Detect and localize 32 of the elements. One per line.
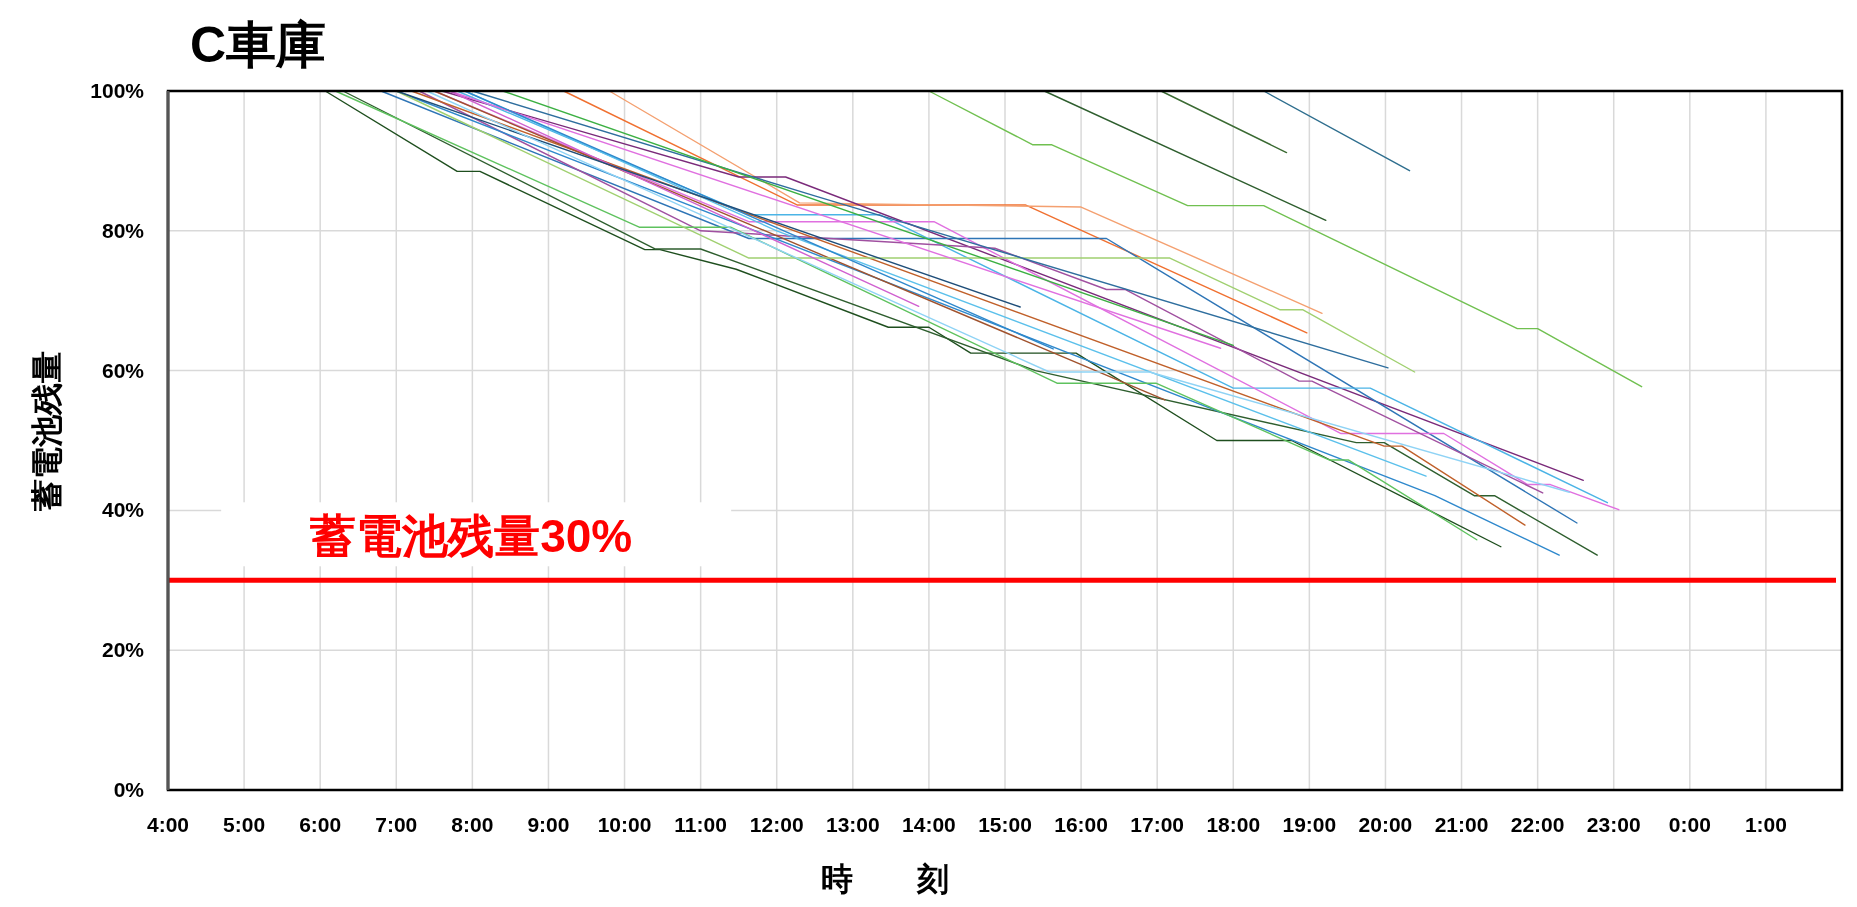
y-axis-title: 蓄電池残量	[29, 350, 65, 512]
y-tick-label: 20%	[101, 638, 145, 662]
x-tick-label: 23:00	[1586, 813, 1641, 836]
y-tick-label: 100%	[90, 79, 145, 102]
chart-title: C車庫	[190, 17, 327, 73]
x-tick-label: 17:00	[1130, 813, 1185, 836]
x-axis-title: 時 刻	[821, 861, 949, 897]
x-tick-label: 10:00	[597, 813, 652, 836]
x-tick-label: 22:00	[1510, 813, 1565, 836]
x-tick-label: 20:00	[1358, 813, 1413, 836]
x-tick-label: 6:00	[299, 813, 342, 836]
x-tick-label: 0:00	[1668, 813, 1711, 836]
x-tick-label: 16:00	[1054, 813, 1108, 836]
x-tick-label: 18:00	[1206, 813, 1261, 836]
x-tick-label: 14:00	[902, 813, 956, 836]
y-tick-label: 80%	[101, 218, 145, 242]
x-tick-label: 5:00	[223, 813, 266, 836]
x-tick-label: 12:00	[749, 813, 804, 836]
y-tick-label: 60%	[101, 358, 145, 382]
x-tick-label: 8:00	[451, 813, 494, 836]
x-tick-label: 7:00	[375, 813, 418, 836]
x-tick-label: 19:00	[1282, 813, 1337, 836]
x-tick-label: 4:00	[146, 813, 190, 836]
x-tick-label: 1:00	[1744, 813, 1787, 836]
y-tick-label: 0%	[113, 778, 145, 801]
x-tick-label: 9:00	[527, 813, 570, 836]
x-tick-label: 21:00	[1434, 813, 1489, 836]
y-tick-label: 40%	[101, 498, 145, 522]
ref-line-label: 蓄電池残量30%	[310, 510, 633, 563]
x-tick-label: 11:00	[674, 813, 727, 836]
x-tick-label: 13:00	[825, 813, 880, 836]
x-tick-label: 15:00	[978, 813, 1032, 836]
